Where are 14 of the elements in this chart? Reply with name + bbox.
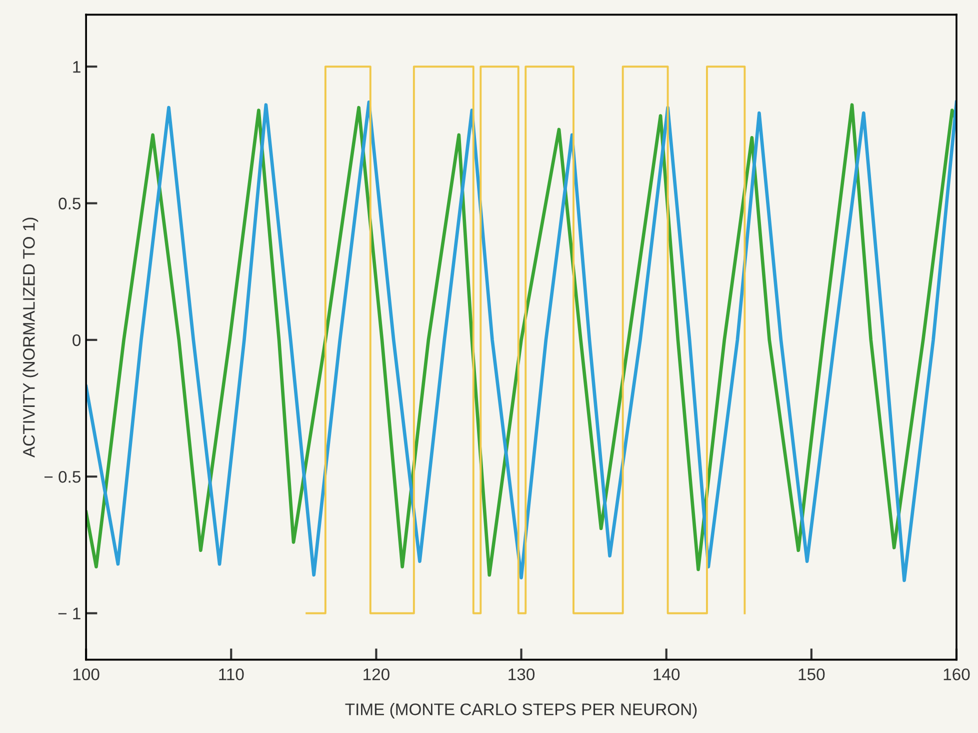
- y-tick-label: 1: [73, 61, 80, 73]
- x-tick-label: 140: [654, 668, 680, 680]
- x-tick-label: 120: [364, 668, 390, 680]
- y-tick-label: 0: [72, 334, 81, 346]
- x-tick-label: 160: [944, 668, 970, 680]
- y-tick-label: 0.5: [58, 198, 81, 210]
- x-tick-label: 110: [219, 668, 244, 680]
- y-tick-label: − 1: [58, 608, 80, 620]
- y-tick-label: − 0.5: [44, 470, 81, 483]
- x-tick-label: 130: [508, 668, 535, 680]
- x-tick-label: 100: [73, 668, 100, 680]
- x-axis-title: TIME (MONTE CARLO STEPS PER NEURON): [345, 703, 697, 719]
- y-axis-title: ACTIVITY (NORMALIZED TO 1): [22, 218, 38, 458]
- x-tick-label: 150: [798, 668, 825, 680]
